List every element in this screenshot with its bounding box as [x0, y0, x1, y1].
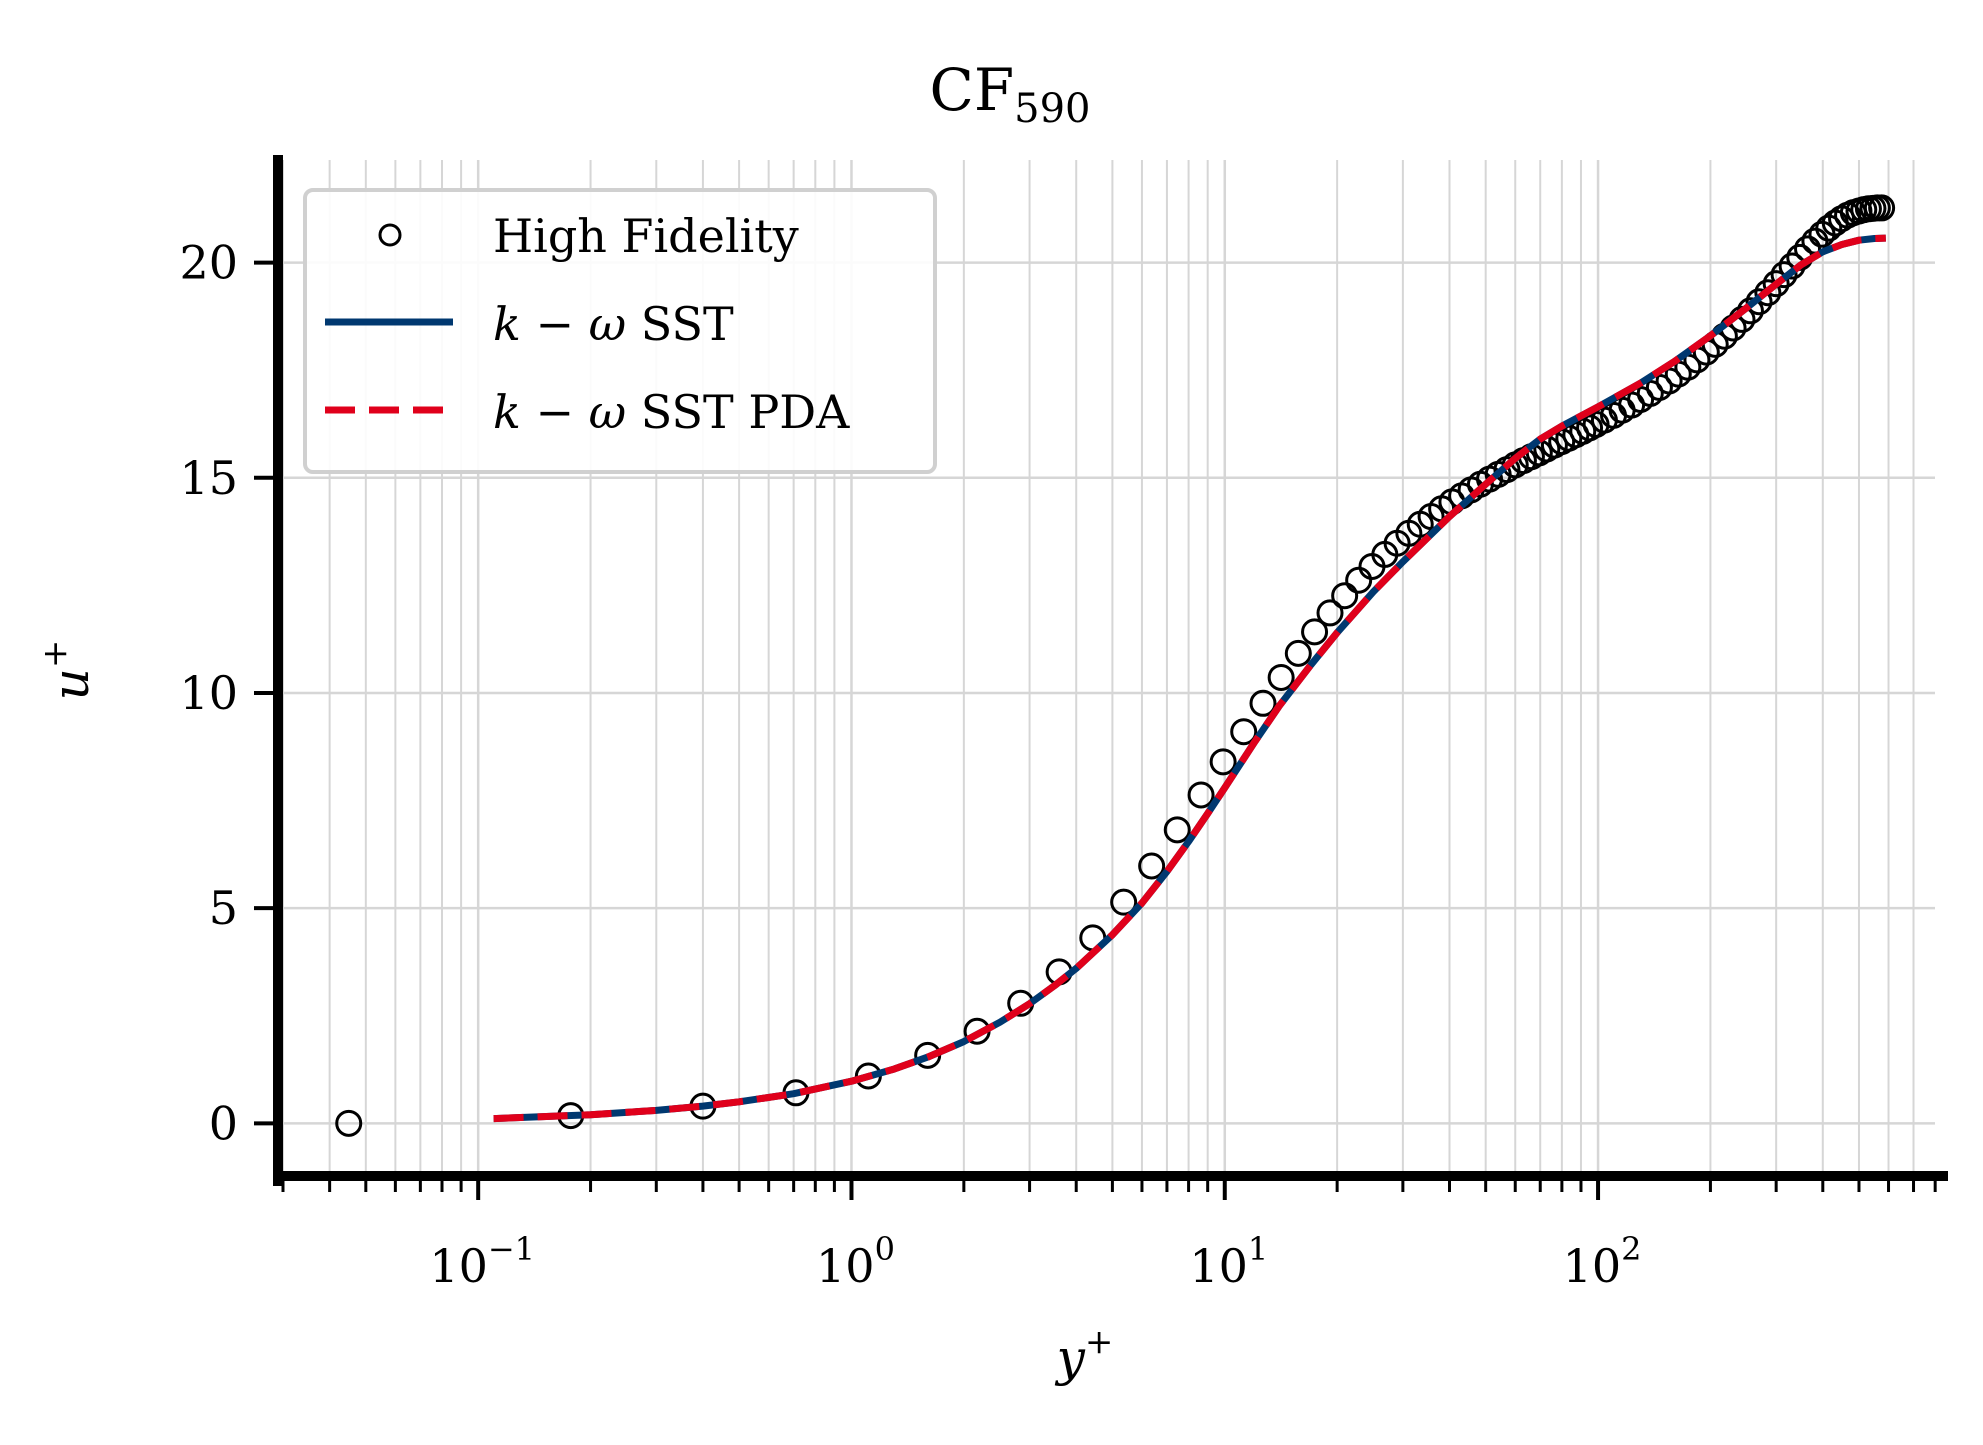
data-point-high-fidelity	[1762, 270, 1790, 298]
series-layer	[335, 194, 1896, 1137]
x-tick-labels: 10−1 100 101 102	[429, 1230, 1641, 1293]
data-point-high-fidelity	[1267, 663, 1295, 691]
chart-title: CF590	[930, 56, 1091, 132]
data-point-high-fidelity	[1249, 689, 1277, 717]
data-point-high-fidelity	[1754, 279, 1782, 307]
series-line-sst-pda	[493, 234, 1886, 1123]
y-tick-label: 15	[179, 451, 238, 505]
x-axis-label: y+	[1055, 1322, 1114, 1387]
x-tick-label: 101	[1189, 1230, 1268, 1293]
data-point-high-fidelity	[1331, 582, 1359, 610]
data-point-high-fidelity	[1301, 618, 1329, 646]
legend: High Fidelity k − ω SST k − ω SST PDA	[303, 188, 937, 474]
data-point-high-fidelity	[1868, 194, 1896, 222]
y-tick-labels: 0 5 10 15 20	[179, 236, 238, 1151]
y-tick-label: 5	[209, 881, 238, 935]
axes	[254, 155, 1948, 1200]
data-point-high-fidelity	[335, 1109, 363, 1137]
data-point-high-fidelity	[1284, 639, 1312, 667]
y-axis-label: u+	[35, 640, 100, 701]
y-tick-label: 0	[209, 1096, 238, 1150]
data-point-high-fidelity	[1230, 718, 1258, 746]
y-tick-label: 10	[179, 666, 238, 720]
legend-label-high-fidelity: High Fidelity	[493, 209, 799, 263]
data-point-high-fidelity	[1163, 816, 1191, 844]
legend-marker-high-fidelity	[378, 223, 402, 247]
data-point-high-fidelity	[1316, 599, 1344, 627]
data-point-high-fidelity	[1209, 748, 1237, 776]
data-point-high-fidelity	[1345, 566, 1373, 594]
data-point-high-fidelity	[1745, 288, 1773, 316]
legend-label-sst-pda: k − ω SST PDA	[493, 385, 850, 439]
data-point-high-fidelity	[1187, 781, 1215, 809]
y-tick-label: 20	[179, 236, 238, 290]
x-tick-label: 100	[816, 1230, 895, 1293]
legend-label-sst: k − ω SST	[493, 297, 734, 351]
data-point-high-fidelity	[1770, 261, 1798, 289]
legend-box	[303, 188, 937, 474]
data-point-high-fidelity	[1110, 888, 1138, 916]
x-tick-label: 102	[1563, 1230, 1642, 1293]
data-point-high-fidelity	[1138, 852, 1166, 880]
x-tick-label: 10−1	[429, 1230, 535, 1293]
